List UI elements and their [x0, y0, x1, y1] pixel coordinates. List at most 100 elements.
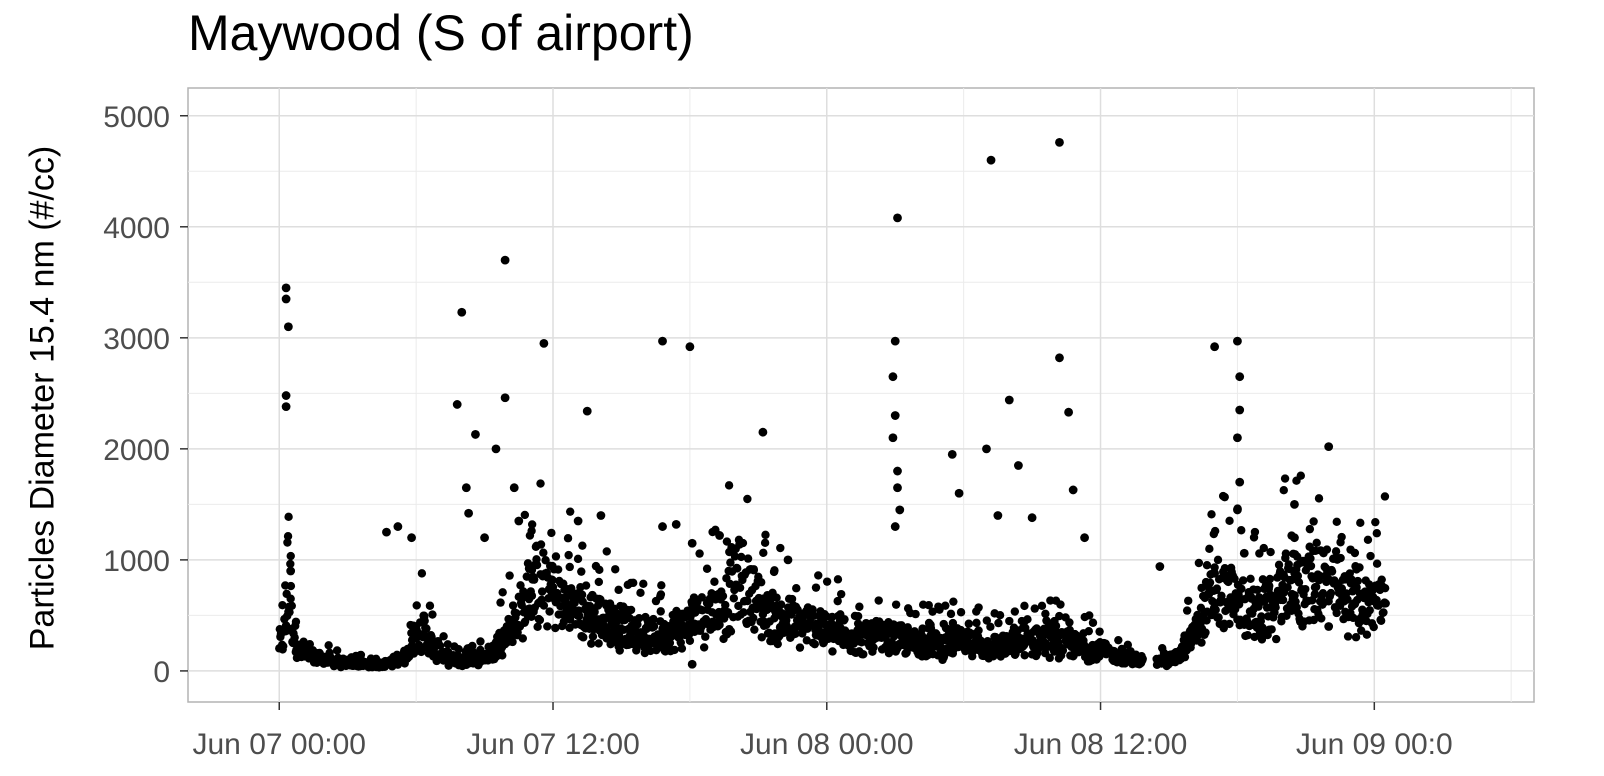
data-point	[1332, 608, 1341, 618]
data-point	[791, 629, 800, 638]
data-point	[1202, 616, 1211, 625]
data-point-outlier	[452, 400, 462, 409]
data-point	[1197, 583, 1206, 593]
data-point	[884, 618, 893, 627]
data-point-outlier	[783, 555, 793, 565]
data-point	[828, 612, 837, 622]
data-point	[527, 591, 537, 600]
data-point	[809, 611, 818, 620]
data-point	[730, 552, 740, 561]
data-point	[520, 510, 530, 520]
data-point-outlier	[1233, 505, 1242, 515]
data-point-outlier	[947, 450, 957, 459]
data-point-outlier	[596, 511, 606, 520]
data-point	[496, 598, 505, 607]
data-point	[1117, 644, 1127, 654]
data-point	[816, 607, 825, 616]
data-point	[1101, 639, 1110, 648]
data-point	[657, 581, 666, 590]
data-point	[498, 651, 507, 660]
data-point	[1212, 584, 1222, 593]
data-point	[1280, 474, 1290, 483]
data-point	[1202, 561, 1212, 570]
data-point-outlier	[893, 483, 902, 493]
data-point	[810, 639, 820, 649]
data-point	[1184, 596, 1193, 605]
data-point	[518, 634, 527, 643]
data-point	[715, 620, 724, 630]
data-point	[639, 579, 648, 589]
data-point-outlier	[893, 213, 902, 223]
data-point	[1267, 625, 1276, 634]
data-point	[322, 652, 331, 661]
data-point	[579, 633, 588, 642]
data-point	[670, 645, 679, 655]
data-point	[1312, 538, 1321, 548]
data-point	[1023, 615, 1032, 624]
data-point	[1337, 532, 1346, 542]
data-point	[1278, 595, 1288, 605]
data-point	[784, 603, 793, 612]
data-point	[1255, 549, 1264, 558]
data-point	[311, 650, 321, 659]
data-point	[1265, 574, 1275, 584]
data-point	[1265, 581, 1274, 591]
data-point	[1317, 614, 1326, 623]
data-point-outlier	[1310, 589, 1320, 599]
data-point	[1326, 588, 1336, 598]
data-point-outlier	[471, 430, 480, 439]
data-point	[1249, 533, 1259, 542]
data-point	[1352, 565, 1361, 574]
data-point	[508, 637, 517, 647]
data-point	[587, 639, 596, 648]
data-point	[697, 593, 707, 602]
data-point	[853, 612, 863, 621]
data-point	[787, 594, 797, 604]
data-point	[793, 605, 802, 614]
data-point	[836, 589, 846, 599]
data-point	[750, 625, 759, 634]
data-point	[891, 600, 901, 609]
data-point	[565, 507, 575, 516]
data-point-outlier	[1235, 372, 1245, 382]
data-point-outlier	[890, 411, 900, 420]
data-point	[358, 656, 367, 666]
data-point	[918, 600, 928, 609]
data-point	[974, 626, 983, 635]
data-point	[1275, 567, 1285, 576]
data-point-outlier	[890, 336, 900, 346]
data-point	[1005, 616, 1014, 626]
data-point	[941, 601, 950, 610]
data-point	[776, 543, 785, 553]
data-point	[420, 611, 429, 621]
data-point	[760, 538, 770, 548]
data-point	[1305, 542, 1314, 551]
data-point	[1180, 631, 1189, 640]
data-point	[1207, 510, 1216, 519]
data-point	[995, 610, 1005, 620]
data-point	[735, 583, 745, 592]
data-point	[581, 581, 591, 590]
data-point	[412, 601, 421, 610]
data-point	[1225, 619, 1234, 629]
data-point	[286, 551, 295, 561]
data-point	[726, 558, 735, 567]
data-point	[1042, 616, 1051, 625]
y-tick-label: 1000	[103, 545, 170, 578]
data-point	[1347, 575, 1356, 584]
data-point-outlier	[480, 533, 489, 543]
data-point	[1213, 555, 1223, 565]
data-point-outlier	[671, 519, 681, 529]
data-point	[512, 609, 521, 618]
data-point	[454, 644, 463, 654]
data-point	[1152, 654, 1161, 664]
data-point	[532, 541, 541, 551]
data-point	[594, 577, 604, 587]
data-point	[563, 534, 573, 543]
data-point	[443, 640, 452, 649]
data-point-outlier	[954, 488, 964, 498]
data-point	[1377, 575, 1386, 584]
data-point	[543, 622, 552, 631]
data-point-outlier	[1235, 477, 1245, 487]
